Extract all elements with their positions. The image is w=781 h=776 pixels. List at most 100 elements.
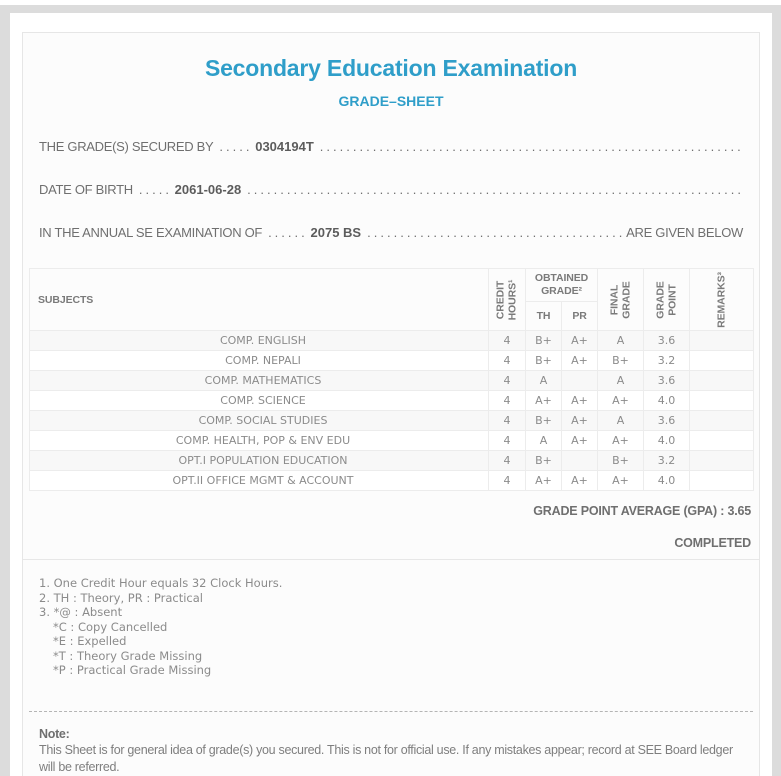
footnote-line: 1. One Credit Hour equals 32 Clock Hours… <box>39 576 283 590</box>
final-grade-cell: A+ <box>597 430 645 451</box>
dotted-leader: . . . . . . <box>268 225 305 240</box>
th-grade-cell: B+ <box>525 450 562 471</box>
obtained-grade-line2: GRADE² <box>541 285 582 298</box>
info-line-symbol-number: THE GRADE(S) SECURED BY . . . . . 030419… <box>39 139 743 154</box>
symbol-number-value: 0304194T <box>255 139 314 154</box>
grade-point-cell: 3.6 <box>643 330 691 351</box>
remarks-cell <box>689 390 755 411</box>
pr-grade-cell: A+ <box>560 470 599 491</box>
subject-cell: OPT.I POPULATION EDUCATION <box>29 450 489 471</box>
footnote-subline: *C : Copy Cancelled <box>53 619 168 634</box>
dotted-filler: . . . . . . . . . . . . . . . . . . . . … <box>247 182 743 197</box>
footnote-line: 3. *@ : Absent <box>39 605 123 619</box>
remarks-cell <box>689 470 755 491</box>
date-of-birth-label: DATE OF BIRTH <box>39 182 133 197</box>
final-grade-cell: B+ <box>597 450 645 471</box>
footnote-line: 2. TH : Theory, PR : Practical <box>39 590 203 605</box>
grade-point-cell: 4.0 <box>643 470 691 491</box>
grade-point-line1: GRADE <box>654 280 667 319</box>
column-header-grade-point: GRADE POINT <box>643 268 691 331</box>
obtained-grade-line1: OBTAINED <box>534 272 589 285</box>
footnote-subline: *P : Practical Grade Missing <box>53 663 212 677</box>
grade-point-line2: POINT <box>665 283 678 316</box>
pr-grade-cell <box>560 370 599 391</box>
subject-cell: COMP. SOCIAL STUDIES <box>29 410 489 431</box>
grade-point-cell: 3.2 <box>643 350 691 371</box>
table-row: COMP. ENGLISH 4 B+ A+ A 3.6 <box>29 330 755 351</box>
grade-point-rotated-label: GRADE POINT <box>654 271 678 329</box>
remarks-cell <box>689 430 755 451</box>
table-row: OPT.I POPULATION EDUCATION 4 B+ B+ 3.2 <box>29 450 755 471</box>
credit-hours-cell: 4 <box>488 410 526 431</box>
date-of-birth-value: 2061-06-28 <box>174 182 242 197</box>
info-line-exam-year: IN THE ANNUAL SE EXAMINATION OF . . . . … <box>39 225 743 240</box>
remarks-cell <box>689 350 755 371</box>
dotted-filler: . . . . . . . . . . . . . . . . . . . . … <box>319 139 743 154</box>
final-grade-cell: B+ <box>597 350 645 371</box>
credit-hours-cell: 4 <box>488 350 526 371</box>
subject-cell: COMP. MATHEMATICS <box>29 370 489 391</box>
pr-grade-cell <box>560 450 599 471</box>
table-row: COMP. SCIENCE 4 A+ A+ A+ 4.0 <box>29 390 755 411</box>
column-header-final-grade: FINAL GRADE <box>597 268 645 331</box>
column-header-credit-hours: CREDIT HOURS¹ <box>488 268 526 331</box>
credit-hours-line2: HOURS¹ <box>506 279 518 320</box>
credit-hours-cell: 4 <box>488 470 526 491</box>
candidate-info-section: THE GRADE(S) SECURED BY . . . . . 030419… <box>23 139 759 240</box>
grade-point-cell: 4.0 <box>643 390 691 411</box>
column-header-th: TH <box>525 301 562 331</box>
table-row: COMP. HEALTH, POP & ENV EDU 4 A A+ A+ 4.… <box>29 430 755 451</box>
column-header-pr: PR <box>560 301 599 331</box>
remarks-cell <box>689 410 755 431</box>
footnote-subline: *E : Expelled <box>53 634 127 648</box>
dotted-leader: . . . . . <box>219 139 250 154</box>
remarks-line1: REMARKS³ <box>714 271 727 328</box>
grade-point-cell: 3.2 <box>643 450 691 471</box>
remarks-rotated-label: REMARKS³ <box>714 271 728 329</box>
final-grade-line2: GRADE <box>619 280 632 319</box>
subject-cell: COMP. SCIENCE <box>29 390 489 411</box>
secured-by-label: THE GRADE(S) SECURED BY <box>39 139 214 154</box>
grades-table-header: SUBJECTS CREDIT HOURS¹ OBTAINED GRADE² <box>29 267 755 331</box>
note-section: Note: This Sheet is for general idea of … <box>23 727 759 776</box>
subject-cell: COMP. NEPALI <box>29 350 489 371</box>
credit-hours-rotated-label: CREDIT HOURS¹ <box>494 271 519 329</box>
final-grade-cell: A+ <box>597 470 645 491</box>
footnotes-section: 1. One Credit Hour equals 32 Clock Hours… <box>23 576 759 678</box>
final-grade-line1: FINAL <box>608 284 621 315</box>
column-header-obtained-grade: OBTAINED GRADE² <box>524 267 599 303</box>
final-grade-cell: A <box>597 410 645 431</box>
pr-grade-cell: A+ <box>560 430 599 451</box>
th-grade-cell: B+ <box>525 330 562 351</box>
dashed-divider <box>29 710 753 712</box>
note-heading: Note: <box>39 726 70 741</box>
status-label: COMPLETED <box>674 536 751 550</box>
summary-section: GRADE POINT AVERAGE (GPA) : 3.65 COMPLET… <box>23 491 759 560</box>
th-grade-cell: A <box>525 370 562 391</box>
dotted-leader: . . . . . <box>138 182 169 197</box>
page-title: Secondary Education Examination <box>204 55 578 81</box>
remarks-cell <box>689 370 755 391</box>
footnote-subline: *T : Theory Grade Missing <box>53 648 203 663</box>
credit-hours-line1: CREDIT <box>494 280 507 319</box>
pr-grade-cell: A+ <box>560 350 599 371</box>
exam-year-label: IN THE ANNUAL SE EXAMINATION OF <box>39 225 263 240</box>
gpa-label: GRADE POINT AVERAGE (GPA) : <box>533 504 725 518</box>
gpa-line: GRADE POINT AVERAGE (GPA) : 3.65 <box>31 504 751 518</box>
pr-grade-cell: A+ <box>560 410 599 431</box>
final-grade-cell: A <box>597 330 645 351</box>
exam-year-value: 2075 BS <box>310 225 362 240</box>
th-grade-cell: A+ <box>525 390 562 411</box>
credit-hours-cell: 4 <box>488 450 526 471</box>
credit-hours-cell: 4 <box>488 430 526 451</box>
grade-point-cell: 3.6 <box>643 410 691 431</box>
remarks-cell <box>689 450 755 471</box>
th-grade-cell: A+ <box>525 470 562 491</box>
credit-hours-cell: 4 <box>488 390 526 411</box>
main-panel: Secondary Education Examination GRADE–SH… <box>10 13 772 776</box>
final-grade-cell: A <box>597 370 645 391</box>
table-row: COMP. MATHEMATICS 4 A A 3.6 <box>29 370 755 391</box>
subject-cell: OPT.II OFFICE MGMT & ACCOUNT <box>29 470 489 491</box>
pr-grade-cell: A+ <box>560 390 599 411</box>
